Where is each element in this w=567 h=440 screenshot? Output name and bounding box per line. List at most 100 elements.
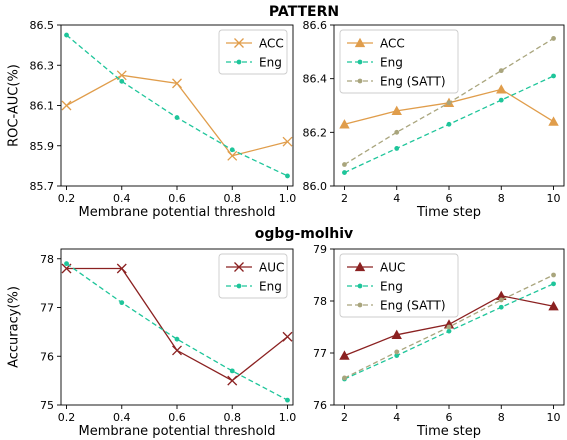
x-tick-label: 8 (498, 192, 505, 205)
data-point (116, 263, 127, 274)
x-axis-label: Time step (416, 424, 481, 439)
y-tick-label: 85.9 (30, 140, 55, 153)
x-tick-label: 0.8 (223, 192, 241, 205)
chart-panel-top-left: 0.2 0.4 0.6 0.8 1.0 85.7 85.9 86.1 86.3 86.5 Membr… (7, 19, 297, 220)
data-point (394, 129, 400, 135)
x-tick-label: 0.4 (113, 411, 131, 424)
x-axis-label: Time step (416, 205, 481, 220)
data-point (498, 297, 504, 303)
x-tick-label: 0.6 (168, 192, 186, 205)
data-point (174, 115, 180, 120)
data-point (64, 32, 69, 38)
y-tick-label: 77 (313, 347, 327, 360)
legend-box (218, 253, 288, 299)
x-tick-label: 6 (446, 192, 453, 205)
data-point (446, 100, 452, 106)
data-point (229, 147, 235, 153)
x-tick-label: 4 (393, 192, 400, 205)
data-point (446, 328, 452, 334)
legend-marker (234, 262, 244, 272)
chart-panel-top-right: 2 4 6 8 10 86.0 86.2 86.4 86.6 Time step ACC Eng Eng… (303, 19, 565, 220)
x-tick-label: 0.2 (58, 192, 76, 205)
data-point (61, 100, 72, 111)
x-tick-label: 2 (341, 411, 348, 424)
y-tick-label: 77 (40, 302, 54, 315)
legend-marker (354, 37, 366, 48)
data-point (342, 375, 347, 381)
data-point (498, 68, 504, 74)
data-point (551, 272, 556, 278)
data-point (496, 290, 507, 300)
y-tick-label: 86.5 (30, 19, 55, 32)
x-tick-label: 8 (498, 411, 505, 424)
chart-panel-bottom-right: 2 4 6 8 10 76 77 78 79 Time step AUC Eng Eng (SATT) (313, 243, 565, 439)
y-tick-label: 75 (40, 399, 54, 412)
legend-label: Eng (380, 280, 403, 294)
data-point (391, 105, 402, 116)
data-point (282, 331, 293, 342)
data-point (446, 324, 452, 330)
y-tick-label: 86.0 (303, 180, 328, 193)
x-tick-label: 2 (341, 192, 348, 205)
data-point (342, 162, 347, 167)
data-point (227, 375, 238, 386)
y-tick-label: 76 (40, 350, 54, 363)
legend-label: Eng (259, 280, 282, 294)
x-tick-label: 10 (547, 192, 561, 205)
x-tick-label: 0.8 (223, 411, 241, 424)
legend-box (218, 29, 288, 75)
legend-label: ACC (259, 37, 284, 51)
legend: AUC Eng (218, 253, 288, 299)
series-line-eng (66, 263, 288, 401)
y-tick-label: 86.2 (303, 126, 328, 139)
y-tick-label: 86.3 (30, 59, 55, 72)
data-point (551, 73, 556, 79)
legend-label: Eng (259, 56, 282, 70)
row-title-bottom: ogbg-molhiv (255, 226, 353, 242)
data-point (172, 345, 182, 356)
data-point (64, 261, 69, 267)
legend-label: Eng (SATT) (380, 299, 446, 313)
legend-marker (236, 59, 242, 65)
data-point (498, 97, 504, 103)
y-tick-label: 79 (313, 243, 327, 256)
data-point (339, 119, 350, 129)
x-tick-label: 1.0 (279, 192, 297, 205)
legend-marker (357, 283, 363, 289)
y-axis-label: ROC-AUC(%) (7, 64, 22, 147)
data-point (172, 78, 182, 89)
y-tick-label: 78 (313, 295, 327, 308)
legend-label: AUC (380, 261, 405, 275)
legend-marker (236, 283, 242, 289)
data-point (282, 136, 293, 147)
data-point (285, 173, 290, 179)
y-tick-label: 76 (313, 399, 327, 412)
legend-label: Eng (SATT) (380, 75, 446, 89)
legend: ACC Eng (218, 29, 288, 75)
y-tick-label: 85.7 (30, 180, 55, 193)
x-tick-label: 6 (446, 411, 453, 424)
legend: AUC Eng Eng (SATT) (339, 253, 459, 318)
y-tick-label: 86.1 (30, 100, 55, 113)
legend-marker (357, 59, 363, 65)
y-tick-label: 78 (40, 253, 54, 266)
x-tick-label: 0.6 (168, 411, 186, 424)
data-point (551, 36, 556, 41)
data-point (394, 353, 400, 358)
legend-label: ACC (380, 37, 405, 51)
data-point (229, 368, 235, 374)
data-point (391, 329, 402, 339)
x-tick-label: 1.0 (279, 411, 297, 424)
chart-panel-bottom-left: 0.2 0.4 0.6 0.8 1.0 75 76 77 78 Membrane potentia… (7, 248, 297, 439)
x-tick-label: 10 (547, 411, 561, 424)
data-point (551, 281, 556, 287)
data-point (446, 121, 452, 127)
legend-label: Eng (380, 56, 403, 70)
data-point (498, 304, 504, 310)
data-point (227, 150, 238, 161)
data-point (174, 336, 180, 342)
data-point (339, 350, 350, 360)
y-tick-label: 86.4 (303, 73, 328, 86)
legend-marker (357, 302, 363, 308)
legend-box (339, 253, 459, 318)
